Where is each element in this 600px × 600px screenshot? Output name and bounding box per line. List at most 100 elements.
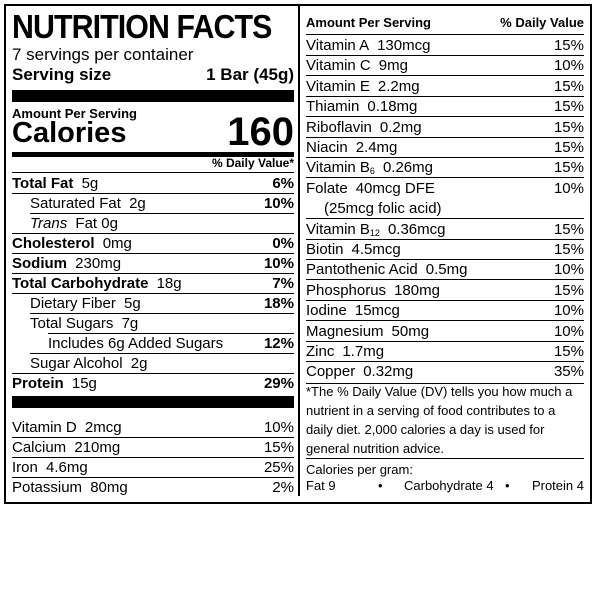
- vitamin-pct: 15%: [553, 159, 584, 177]
- vitamin-row: Vitamin B12 0.36mcg 15%: [306, 220, 584, 240]
- mineral-pct: 2%: [272, 479, 294, 496]
- vitamin-name: Pantothenic Acid: [306, 261, 418, 279]
- cpg-protein: Protein 4: [531, 478, 584, 493]
- servings-per-container: 7 servings per container: [12, 45, 194, 64]
- vitamin-name: Phosphorus: [306, 281, 387, 299]
- nutrient-row-dietary-fiber: Dietary Fiber 5g 18%: [12, 294, 294, 314]
- nutrient-row-trans-fat: Trans Fat 0g: [12, 214, 294, 234]
- mineral-row-vitamin-d: Vitamin D 2mcg 10%: [12, 418, 294, 438]
- vitamin-name: Riboflavin: [306, 118, 372, 136]
- daily-value-header: % Daily Value*: [211, 156, 294, 170]
- vitamin-pct: 10%: [553, 302, 584, 320]
- daily-value-header: % Daily Value: [500, 15, 584, 30]
- serving-size-label: Serving size: [12, 65, 112, 84]
- vitamin-row: Vitamin C 9mg 10%: [306, 56, 584, 77]
- mineral-row-calcium: Calcium 210mg 15%: [12, 438, 294, 458]
- nutrient-pct: 18%: [263, 295, 294, 312]
- vitamin-name: Iodine: [306, 302, 347, 320]
- cpg-fat: Fat 9: [306, 478, 336, 493]
- vitamin-subscript: 12: [369, 227, 380, 238]
- vitamin-row: Thiamin 0.18mg 15%: [306, 97, 584, 118]
- thick-divider: [12, 396, 294, 408]
- vitamin-amount: 15mcg: [354, 302, 400, 320]
- vitamin-amount: 9mg: [378, 57, 408, 75]
- right-column-header: Amount Per Serving % Daily Value: [306, 16, 584, 29]
- vitamin-pct: 10%: [553, 179, 584, 197]
- vitamin-amount: 180mg: [394, 281, 440, 299]
- rule: [306, 382, 584, 384]
- nutrient-name: Includes 6g Added Sugars: [48, 335, 224, 352]
- mineral-amount: 2mcg: [84, 419, 122, 436]
- vitamin-name: Biotin: [306, 241, 344, 258]
- nutrient-name: Cholesterol: [12, 235, 95, 252]
- vitamin-name: Zinc: [306, 343, 335, 360]
- rule: [12, 172, 294, 173]
- vitamin-amount: 0.26mg: [382, 159, 433, 177]
- nutrient-pct: 7%: [272, 275, 294, 292]
- vitamin-name: Folate: [306, 179, 348, 197]
- nutrient-name: Sodium: [12, 255, 67, 272]
- vitamin-pct: 15%: [553, 220, 584, 238]
- vitamin-pct: 10%: [553, 322, 584, 340]
- bullet-icon: •: [505, 478, 510, 493]
- serving-size-value: 1 Bar (45g): [206, 65, 294, 84]
- vitamin-pct: 15%: [553, 281, 584, 299]
- nutrient-pct: 10%: [263, 195, 294, 212]
- vitamin-row: Biotin 4.5mcg 15%: [306, 240, 584, 260]
- nutrient-name: Total Sugars: [30, 315, 114, 332]
- nutrient-amount: 18g: [156, 275, 182, 292]
- mineral-pct: 10%: [263, 419, 294, 436]
- vitamin-pct: 15%: [553, 139, 584, 156]
- rule: [306, 458, 584, 459]
- vitamin-amount: 0.32mg: [363, 363, 414, 381]
- nutrient-name: Trans: [30, 215, 68, 232]
- daily-value-footnote: *The % Daily Value (DV) tells you how mu…: [306, 384, 573, 456]
- nutrient-amount: 2g: [130, 355, 148, 372]
- vitamin-row: Niacin 2.4mg 15%: [306, 138, 584, 158]
- mineral-row-potassium: Potassium 80mg 2%: [12, 478, 294, 498]
- vitamin-name: Vitamin B: [306, 220, 370, 238]
- nutrient-row-protein: Protein 15g 29%: [12, 374, 294, 394]
- vitamin-name: Vitamin C: [306, 57, 371, 75]
- bullet-icon: •: [378, 478, 383, 493]
- vitamin-amount: 4.5mcg: [351, 241, 401, 258]
- vitamin-name: Vitamin B: [306, 159, 370, 177]
- mineral-row-iron: Iron 4.6mg 25%: [12, 458, 294, 478]
- vitamin-name: Niacin: [306, 139, 348, 156]
- vitamin-name: Vitamin A: [306, 37, 370, 54]
- vitamin-pct: 15%: [553, 98, 584, 116]
- vitamin-pct: 15%: [553, 77, 584, 95]
- thick-divider: [12, 90, 294, 102]
- mineral-amount: 210mg: [74, 439, 121, 456]
- mineral-amount: 80mg: [90, 479, 128, 496]
- vitamin-amount: 2.4mg: [355, 139, 398, 156]
- vitamin-row: Magnesium 50mg 10%: [306, 322, 584, 342]
- vitamin-amount: 130mcg: [377, 37, 431, 54]
- vitamin-row: Vitamin B6 0.26mg 15%: [306, 158, 584, 179]
- nutrient-row-total-carbohydrate: Total Carbohydrate 18g 7%: [12, 274, 294, 294]
- vitamin-pct: 15%: [553, 343, 584, 360]
- vitamin-name: (25mcg folic acid): [324, 200, 442, 218]
- nutrient-name: Protein: [12, 375, 64, 392]
- calories-per-gram-label: Calories per gram:: [306, 462, 413, 477]
- vitamin-amount: 2.2mg: [377, 77, 420, 95]
- nutrient-name: Sugar Alcohol: [30, 355, 123, 372]
- nutrient-amount: 15g: [71, 375, 97, 392]
- vitamin-pct: 10%: [553, 261, 584, 279]
- vitamin-name: Vitamin E: [306, 77, 370, 95]
- column-divider: [298, 4, 300, 496]
- vitamin-amount: 0.36mcg: [387, 220, 446, 238]
- nutrient-pct: 29%: [263, 375, 294, 392]
- nutrient-name: Dietary Fiber: [30, 295, 116, 312]
- vitamin-pct: 15%: [553, 118, 584, 136]
- nutrient-amount: 2g: [129, 195, 146, 212]
- nutrient-amount: 5g: [124, 295, 141, 312]
- nutrient-amount: 230mg: [75, 255, 122, 272]
- vitamin-name: Copper: [306, 363, 356, 381]
- vitamin-row: Phosphorus 180mg 15%: [306, 281, 584, 301]
- vitamin-row: Zinc 1.7mg 15%: [306, 342, 584, 362]
- calories-value: 160: [227, 110, 294, 154]
- amount-per-serving-header: Amount Per Serving: [306, 15, 431, 30]
- vitamin-amount: 0.2mg: [379, 118, 422, 136]
- nutrient-row-cholesterol: Cholesterol 0mg 0%: [12, 234, 294, 254]
